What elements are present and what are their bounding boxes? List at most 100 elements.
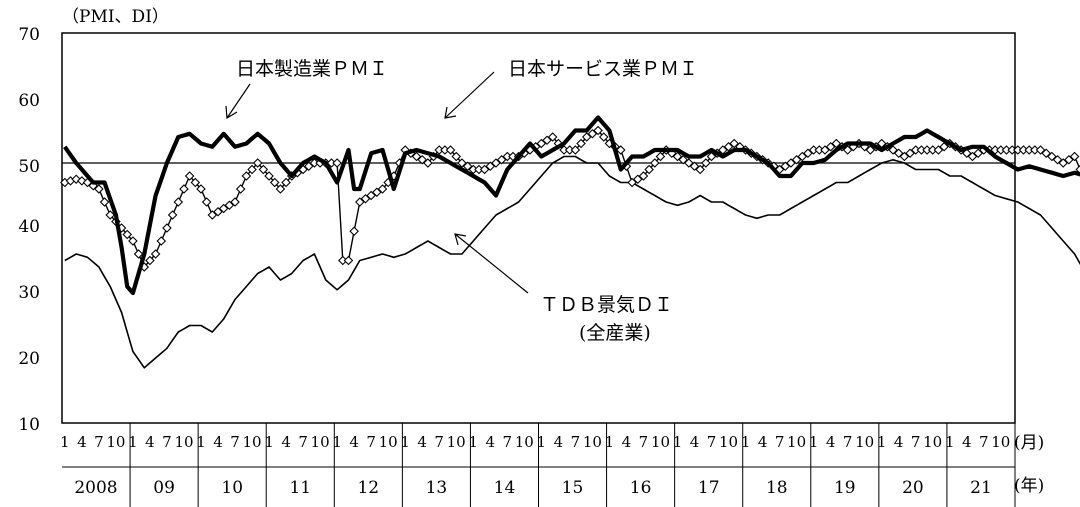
month-tick-label: 10 (787, 433, 806, 451)
year-label: 15 (562, 478, 584, 498)
month-tick-label: 1 (809, 433, 819, 451)
data-point-svc (644, 164, 654, 175)
month-tick-label: 4 (826, 433, 836, 451)
data-point-svc (905, 148, 915, 159)
month-tick-label: 1 (537, 433, 547, 451)
data-point-svc (842, 145, 853, 155)
year-label: 19 (834, 478, 856, 498)
data-point-svc (825, 141, 836, 152)
month-tick-label: 4 (622, 433, 632, 451)
month-tick-label: 7 (843, 433, 853, 451)
data-point-svc (491, 158, 501, 168)
month-tick-label: 4 (349, 433, 359, 451)
data-point-svc (275, 184, 286, 194)
month-tick-label: 10 (855, 433, 874, 451)
data-point-svc (457, 158, 467, 168)
month-tick-label: 10 (515, 433, 534, 451)
data-point-svc (411, 151, 422, 162)
data-point-svc (1064, 154, 1074, 165)
data-point-svc (638, 171, 649, 181)
month-tick-label: 7 (979, 433, 989, 451)
month-tick-label: 7 (571, 433, 581, 451)
month-tick-label: 7 (707, 433, 717, 451)
month-tick-label: 1 (945, 433, 955, 451)
year-label: 20 (902, 478, 924, 498)
month-tick-label: 1 (128, 433, 138, 451)
month-tick-label: 1 (469, 433, 479, 451)
data-point-svc (105, 210, 115, 220)
month-tick-label: 7 (94, 433, 104, 451)
data-point-svc (718, 145, 728, 155)
data-point-svc (213, 206, 223, 217)
data-point-svc (264, 171, 274, 181)
month-tick-label: 4 (417, 433, 427, 451)
month-tick-label: 4 (554, 433, 564, 451)
month-tick-label: 7 (911, 433, 921, 451)
data-point-svc (729, 138, 739, 149)
y-tick-label: 20 (18, 349, 40, 369)
data-point-svc (973, 148, 983, 159)
year-label: 12 (357, 478, 379, 498)
data-point-svc (678, 154, 688, 165)
month-tick-label: 1 (877, 433, 887, 451)
data-point-svc (122, 229, 133, 240)
month-tick-label: 7 (503, 433, 513, 451)
month-tick-label: 4 (77, 433, 87, 451)
data-point-svc (547, 132, 558, 142)
data-point-svc (1069, 151, 1080, 162)
data-point-svc (797, 151, 808, 162)
data-point-svc (542, 135, 552, 146)
month-tick-label: 10 (923, 433, 942, 451)
data-point-svc (865, 145, 876, 155)
data-point-svc (780, 161, 791, 172)
data-point-svc (366, 190, 376, 201)
data-point-svc (230, 197, 240, 207)
year-label: 13 (426, 478, 448, 498)
data-point-svc (167, 210, 178, 220)
data-point-svc (893, 148, 904, 159)
data-point-svc (496, 154, 507, 165)
data-point-svc (967, 151, 978, 162)
data-point-svc (939, 141, 949, 152)
data-point-svc (332, 158, 342, 168)
data-point-svc (1035, 145, 1046, 155)
month-tick-label: 4 (145, 433, 155, 451)
data-point-svc (145, 255, 155, 266)
year-label: 10 (221, 478, 243, 498)
data-point-svc (417, 154, 427, 165)
y-tick-labels: 10 20 30 40 50 60 70 (18, 25, 40, 435)
data-point-svc (235, 184, 246, 194)
arrow-svc-head (444, 106, 457, 119)
data-point-svc (423, 158, 433, 168)
data-point-svc (1041, 148, 1051, 159)
data-point-svc (258, 164, 269, 175)
month-tick-label: 1 (196, 433, 206, 451)
year-label: 11 (289, 478, 311, 498)
data-point-svc (598, 132, 609, 142)
month-tick-label: 10 (991, 433, 1010, 451)
y-tick-label: 10 (18, 415, 40, 435)
data-point-svc (445, 145, 456, 155)
data-point-svc (281, 177, 291, 188)
data-point-svc (576, 138, 586, 149)
month-tick-label: 1 (741, 433, 751, 451)
year-label: 16 (630, 478, 652, 498)
series-line-mfg (63, 115, 1080, 296)
data-point-svc (1075, 164, 1080, 175)
data-point-svc (570, 145, 581, 155)
year-label: 09 (153, 478, 175, 498)
month-tick-label: 4 (486, 433, 496, 451)
y-tick-label: 50 (18, 157, 40, 177)
month-tick-label: 4 (281, 433, 291, 451)
year-label: 18 (766, 478, 788, 498)
data-point-svc (1052, 154, 1063, 165)
arrow-svc-line (444, 71, 495, 119)
data-point-svc (247, 164, 257, 175)
data-point-svc (252, 158, 263, 168)
year-unit-label: (年) (1014, 476, 1044, 496)
month-tick-label: 7 (366, 433, 376, 451)
data-point-svc (201, 197, 212, 207)
data-point-svc (343, 255, 354, 266)
series-layer (60, 115, 1080, 369)
